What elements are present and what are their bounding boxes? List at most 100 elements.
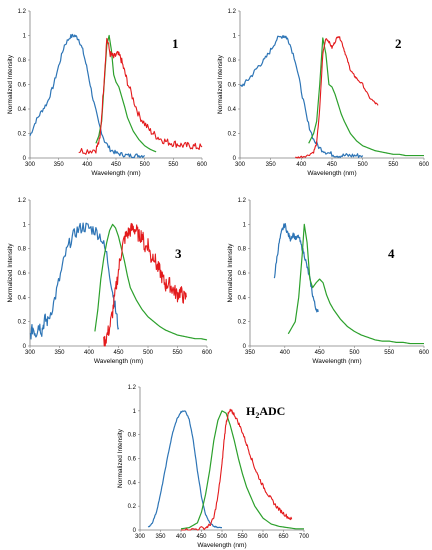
x-tick-label: 350 [245, 350, 256, 356]
y-axis-label: Normalized Intensity [217, 54, 224, 114]
series-line-red [78, 37, 203, 155]
y-tick-label: 1.2 [18, 9, 27, 15]
x-tick-label: 400 [82, 162, 93, 168]
y-tick-label: 0.8 [18, 58, 27, 64]
x-tick-label: 300 [135, 534, 146, 540]
y-tick-label: 1 [133, 409, 137, 415]
x-tick-label: 450 [327, 162, 338, 168]
x-tick-label: 500 [349, 350, 360, 356]
y-tick-label: 0.2 [18, 320, 27, 326]
y-tick-label: 1.2 [18, 198, 27, 204]
compound-label: 3 [175, 246, 182, 261]
x-tick-label: 350 [266, 162, 277, 168]
y-tick-label: 1 [233, 34, 237, 40]
y-tick-label: 0.8 [228, 58, 237, 64]
x-tick-label: 500 [140, 162, 151, 168]
x-tick-label: 500 [358, 162, 369, 168]
y-tick-label: 0.2 [228, 132, 237, 138]
compound-label: H2ADC [246, 404, 285, 420]
series-line-blue [29, 33, 146, 159]
y-tick-label: 0.8 [238, 247, 247, 253]
y-tick-label: 0.4 [228, 107, 237, 113]
x-tick-label: 350 [54, 162, 65, 168]
series-line-green [308, 37, 424, 157]
x-tick-label: 400 [280, 350, 291, 356]
x-tick-label: 300 [25, 350, 36, 356]
x-tick-label: 650 [278, 534, 289, 540]
chart-panel-h2adc: 300 350 400 450 500 550 600 650 700 0 0.2 0.4 0.6 0.8… [117, 385, 310, 549]
y-tick-label: 0.8 [128, 433, 137, 439]
y-axis-label: Normalized Intensity [7, 54, 14, 114]
series-line-blue [239, 35, 364, 159]
x-tick-label: 550 [237, 534, 248, 540]
y-tick-label: 0 [233, 156, 237, 162]
x-tick-label: 500 [217, 534, 228, 540]
series-line-blue [29, 222, 120, 340]
chart-panel-1: 300 350 400 450 500 550 600 0 0.2 0.4 0.6 0.8 1 1.2 Wa… [7, 9, 208, 177]
x-axis-label: Wavelength (nm) [91, 170, 140, 177]
x-tick-label: 600 [419, 162, 430, 168]
y-tick-label: 0.2 [238, 320, 247, 326]
chart-panel-2: 300 350 400 450 500 550 600 0 0.2 0.4 0.6 0.8 1 1.2 Wa… [217, 9, 430, 177]
x-tick-label: 400 [296, 162, 307, 168]
x-tick-label: 400 [84, 350, 95, 356]
y-tick-label: 0 [243, 344, 247, 350]
x-tick-label: 600 [197, 162, 208, 168]
x-tick-label: 450 [315, 350, 326, 356]
y-tick-label: 0.4 [238, 295, 247, 301]
y-tick-label: 0.4 [18, 107, 27, 113]
compound-label: 1 [172, 36, 179, 51]
series-line-blue [273, 223, 319, 313]
series-line-blue [147, 410, 223, 529]
chart-panel-3: 300 350 400 450 500 550 600 0 0.2 0.4 0.6 0.8 1 1.2 Wa… [7, 198, 213, 365]
x-tick-label: 350 [54, 350, 65, 356]
series-line-red [295, 36, 379, 159]
x-axis-label: Wavelength (nm) [197, 542, 246, 549]
y-tick-label: 1 [23, 222, 27, 228]
y-tick-label: 1 [243, 222, 247, 228]
y-axis-label: Normalized Intensity [7, 243, 14, 303]
y-tick-label: 0.6 [128, 457, 137, 463]
chart-panel-4: 350 400 450 500 550 600 0 0.2 0.4 0.6 0.8 1 1.2 Wavel… [227, 198, 430, 365]
x-tick-label: 600 [419, 350, 430, 356]
x-tick-label: 700 [299, 534, 310, 540]
y-tick-label: 0.6 [18, 271, 27, 277]
y-axis-label: Normalized Intensity [117, 428, 124, 488]
y-tick-label: 1 [23, 34, 27, 40]
y-tick-label: 0 [23, 156, 27, 162]
x-axis-label: Wavelength (nm) [307, 170, 356, 177]
x-tick-label: 450 [196, 534, 207, 540]
y-tick-label: 0.6 [228, 83, 237, 89]
y-tick-label: 0 [23, 344, 27, 350]
x-tick-label: 550 [172, 350, 183, 356]
x-tick-label: 300 [235, 162, 246, 168]
y-tick-label: 0.8 [18, 247, 27, 253]
series-line-green [180, 410, 304, 530]
x-tick-label: 400 [176, 534, 187, 540]
y-tick-label: 1.2 [238, 198, 247, 204]
compound-label: 4 [388, 246, 395, 261]
x-tick-label: 450 [113, 350, 124, 356]
series-line-green [287, 223, 424, 345]
series-line-green [95, 34, 157, 153]
x-tick-label: 600 [258, 534, 269, 540]
y-tick-label: 0.4 [128, 480, 137, 486]
series-line-red [103, 222, 187, 347]
x-tick-label: 550 [384, 350, 395, 356]
y-tick-label: 0.2 [18, 132, 27, 138]
y-tick-label: 1.2 [228, 9, 237, 15]
x-tick-label: 550 [388, 162, 399, 168]
x-tick-label: 500 [143, 350, 154, 356]
x-tick-label: 550 [168, 162, 179, 168]
x-tick-label: 450 [111, 162, 122, 168]
y-tick-label: 0.2 [128, 504, 137, 510]
y-axis-label: Normalized Intensity [227, 243, 234, 303]
compound-label: 2 [395, 36, 402, 51]
x-axis-label: Wavelength (nm) [94, 358, 143, 365]
series-line-green [94, 223, 208, 341]
x-tick-label: 300 [25, 162, 36, 168]
x-axis-label: Wavelength (nm) [312, 358, 361, 365]
y-tick-label: 0.6 [238, 271, 247, 277]
y-tick-label: 0.4 [18, 295, 27, 301]
